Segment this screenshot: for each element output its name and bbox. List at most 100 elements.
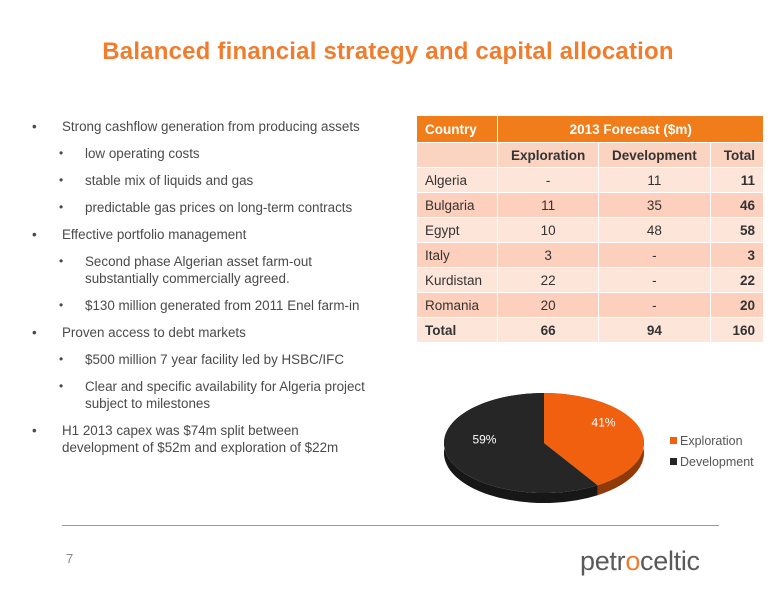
bullet-marker: • <box>59 254 64 268</box>
cell-total: 3 <box>709 242 765 268</box>
cell-country: Bulgaria <box>415 192 499 218</box>
cell-total: 20 <box>709 292 765 318</box>
table-total-row: Total 66 94 160 <box>415 317 765 343</box>
pie-slice-exploration <box>544 393 644 486</box>
cell-exploration: 20 <box>497 292 599 318</box>
legend-item: Development <box>670 451 754 472</box>
table-row: Egypt 10 48 58 <box>415 217 765 243</box>
cell-total: 46 <box>709 192 765 218</box>
bullet-text: subject to milestones <box>85 396 211 411</box>
sub-bullet-item: • Clear and specific availability for Alg… <box>30 378 390 412</box>
bullet-item: • Effective portfolio management <box>30 226 390 243</box>
sub-bullet-item: • low operating costs <box>30 145 390 162</box>
legend-label: Development <box>680 454 754 469</box>
bullet-text: $130 million generated from 2011 Enel fa… <box>85 298 360 313</box>
bullet-marker: • <box>59 173 64 187</box>
sub-bullet-item: • Second phase Algerian asset farm-out sub… <box>30 253 390 287</box>
bullet-text: Effective portfolio management <box>62 227 247 242</box>
table-header-row: Country 2013 Forecast ($m) <box>415 115 764 143</box>
bullet-text: predictable gas prices on long-term cont… <box>85 200 353 215</box>
table-subheader-row: Exploration Development Total <box>415 142 765 168</box>
footer-divider <box>62 525 719 526</box>
pie-slice-side <box>443 393 598 503</box>
forecast-table: Country 2013 Forecast ($m) Exploration D… <box>415 115 765 343</box>
table-row: Bulgaria 11 35 46 <box>415 192 765 218</box>
bullet-text: development of $52m and exploration of $… <box>62 440 339 455</box>
logo-text-end: celtic <box>640 546 700 576</box>
table-row: Algeria - 11 11 <box>415 167 765 193</box>
bullet-marker: • <box>59 146 64 160</box>
logo-mark: o <box>625 546 641 576</box>
pie-legend: Exploration Development <box>670 430 754 472</box>
bullet-marker: • <box>32 325 37 340</box>
bullet-text: H1 2013 capex was $74m split between <box>62 423 299 438</box>
cell-exploration: - <box>497 167 599 193</box>
bullet-text: low operating costs <box>85 146 200 161</box>
bullet-text: Strong cashflow generation from producin… <box>62 119 360 134</box>
header-forecast: 2013 Forecast ($m) <box>497 115 764 143</box>
bullet-marker: • <box>32 119 37 134</box>
bullet-item: • H1 2013 capex was $74m split between dev… <box>30 422 390 456</box>
table-row: Kurdistan 22 - 22 <box>415 267 765 293</box>
page-number: 7 <box>66 551 74 566</box>
bullet-marker: • <box>59 379 64 393</box>
bullet-text: Proven access to debt markets <box>62 325 246 340</box>
legend-swatch <box>670 437 677 444</box>
cell-development: 35 <box>597 192 711 218</box>
subheader-total: Total <box>709 142 765 168</box>
cell-development: 48 <box>597 217 711 243</box>
subheader-blank <box>415 142 499 168</box>
total-label: Total <box>415 317 499 343</box>
legend-item: Exploration <box>670 430 754 451</box>
cell-development: - <box>597 267 711 293</box>
bullet-marker: • <box>59 298 64 312</box>
total-total: 160 <box>709 317 765 343</box>
cell-development: - <box>597 292 711 318</box>
sub-bullet-item: • stable mix of liquids and gas <box>30 172 390 189</box>
sub-bullet-item: • $130 million generated from 2011 Enel f… <box>30 297 390 314</box>
pie-value-label: 59% <box>472 433 496 447</box>
cell-country: Algeria <box>415 167 499 193</box>
cell-development: - <box>597 242 711 268</box>
bullet-text: Clear and specific availability for Alge… <box>85 379 365 394</box>
pie-slice-development <box>443 393 598 493</box>
cell-exploration: 10 <box>497 217 599 243</box>
sub-bullet-item: • predictable gas prices on long-term con… <box>30 199 390 216</box>
subheader-exploration: Exploration <box>497 142 599 168</box>
subheader-development: Development <box>597 142 711 168</box>
bullet-item: • Strong cashflow generation from produci… <box>30 118 390 135</box>
bullet-marker: • <box>59 200 64 214</box>
cell-exploration: 11 <box>497 192 599 218</box>
bullet-list: • Strong cashflow generation from produci… <box>30 118 390 466</box>
cell-exploration: 22 <box>497 267 599 293</box>
bullet-text: substantially commercially agreed. <box>85 271 290 286</box>
capex-pie-chart: 41% 59% <box>443 393 644 503</box>
cell-total: 11 <box>709 167 765 193</box>
slide-title: Balanced financial strategy and capital … <box>102 38 674 65</box>
bullet-marker: • <box>59 352 64 366</box>
bullet-text: Second phase Algerian asset farm-out <box>85 254 313 269</box>
total-development: 94 <box>597 317 711 343</box>
total-exploration: 66 <box>497 317 599 343</box>
sub-bullet-item: • $500 million 7 year facility led by HSB… <box>30 351 390 368</box>
cell-country: Kurdistan <box>415 267 499 293</box>
petroceltic-logo: petroceltic <box>580 546 700 577</box>
bullet-text: $500 million 7 year facility led by HSBC… <box>85 352 344 367</box>
cell-exploration: 3 <box>497 242 599 268</box>
bullet-marker: • <box>32 423 37 438</box>
bullet-marker: • <box>32 227 37 242</box>
pie-value-label: 41% <box>592 415 616 429</box>
legend-swatch <box>670 458 677 465</box>
header-country: Country <box>415 115 499 143</box>
cell-country: Egypt <box>415 217 499 243</box>
legend-label: Exploration <box>680 433 743 448</box>
cell-total: 58 <box>709 217 765 243</box>
table-row: Romania 20 - 20 <box>415 292 765 318</box>
cell-development: 11 <box>597 167 711 193</box>
cell-country: Italy <box>415 242 499 268</box>
bullet-item: • Proven access to debt markets <box>30 324 390 341</box>
logo-text-start: petr <box>580 546 626 576</box>
cell-total: 22 <box>709 267 765 293</box>
table-row: Italy 3 - 3 <box>415 242 765 268</box>
